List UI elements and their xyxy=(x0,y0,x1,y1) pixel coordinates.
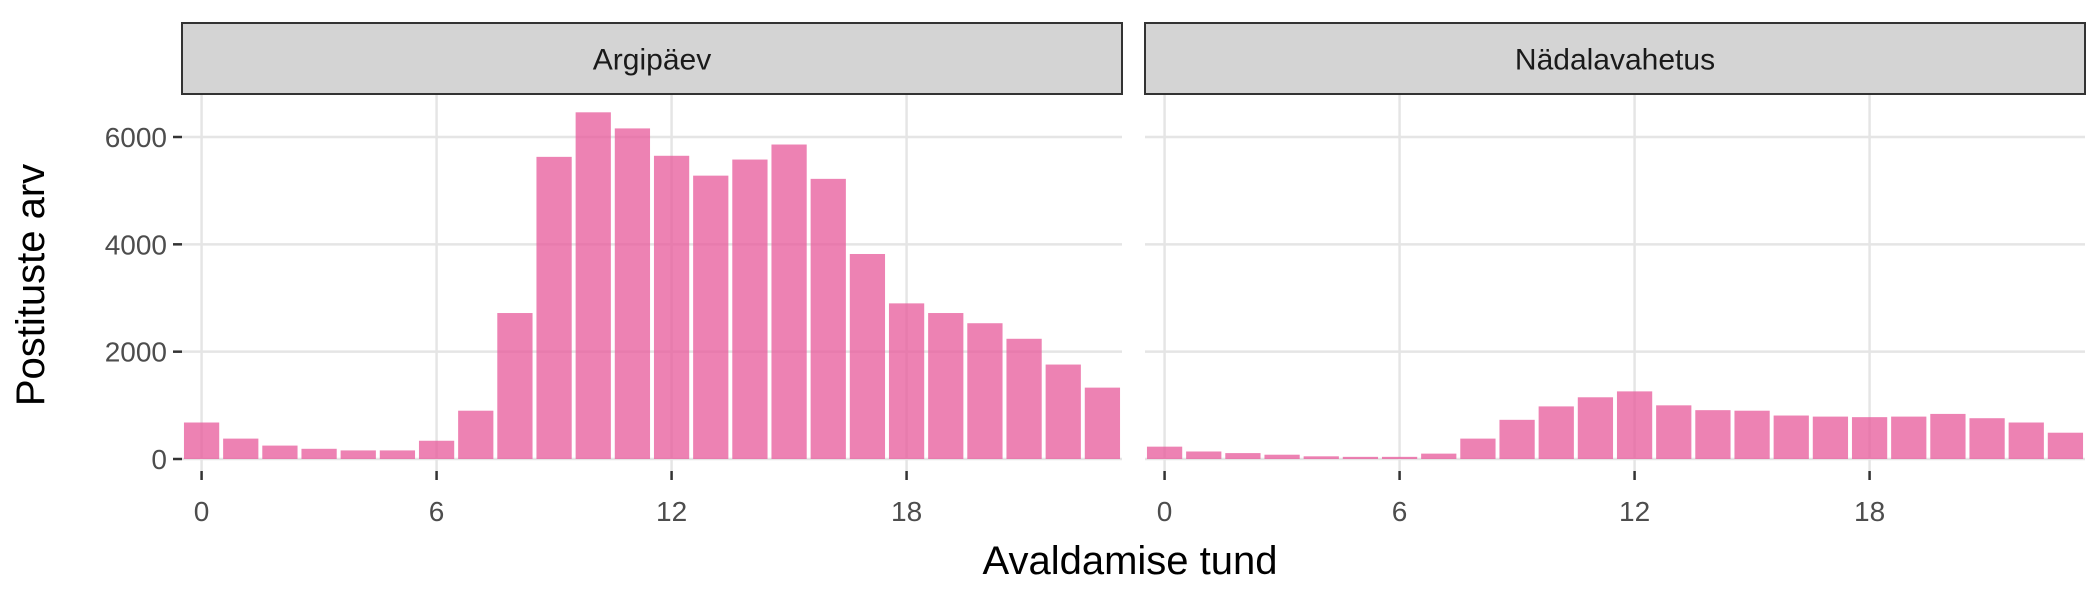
bar xyxy=(1930,413,1966,459)
bar xyxy=(888,303,925,459)
bar xyxy=(1891,416,1927,459)
y-tick-label: 4000 xyxy=(105,229,167,260)
bar xyxy=(1421,453,1457,459)
bar xyxy=(614,128,651,459)
bar xyxy=(928,313,964,459)
bar xyxy=(183,422,220,459)
bar xyxy=(1186,451,1222,459)
y-tick-label: 2000 xyxy=(105,337,167,368)
bar xyxy=(2008,422,2044,459)
bar xyxy=(2047,432,2084,459)
bar xyxy=(1264,454,1300,459)
bar xyxy=(1969,418,2005,459)
y-tick-label: 6000 xyxy=(105,122,167,153)
bar xyxy=(1695,410,1731,459)
bar xyxy=(1006,338,1042,459)
bar xyxy=(849,253,886,459)
bar xyxy=(1734,410,1770,459)
bar xyxy=(1303,456,1339,459)
bar xyxy=(967,323,1003,459)
bar xyxy=(1616,391,1653,459)
bar xyxy=(1499,419,1535,459)
bar xyxy=(771,144,807,459)
bar xyxy=(1342,456,1379,459)
bar xyxy=(379,450,416,459)
y-tick-label: 0 xyxy=(151,444,167,475)
x-tick-label: 18 xyxy=(891,496,922,527)
bar xyxy=(1084,387,1121,459)
bar xyxy=(1577,397,1614,459)
bar xyxy=(458,410,494,459)
bar xyxy=(1460,438,1496,459)
bar xyxy=(1812,416,1849,459)
bar xyxy=(1146,446,1183,459)
bar xyxy=(536,156,572,459)
bar xyxy=(1381,456,1418,459)
x-tick-label: 0 xyxy=(1157,496,1173,527)
bar xyxy=(1851,417,1888,459)
bar xyxy=(1538,406,1574,459)
x-tick-label: 12 xyxy=(656,496,687,527)
bar xyxy=(340,450,376,459)
facet-panel: Argipäev 0 6 12 18 0 2000 4000 6000 xyxy=(105,22,1123,527)
facet-strip-label: Argipäev xyxy=(593,44,711,77)
bar xyxy=(693,175,729,459)
facet-panel: Nädalavahetus 0 6 12 18 xyxy=(1144,22,2086,527)
bar xyxy=(497,313,533,459)
bar xyxy=(1225,453,1261,459)
bar xyxy=(575,112,611,460)
x-tick-label: 6 xyxy=(1392,496,1408,527)
bar xyxy=(1773,415,1809,459)
facet-strip-label: Nädalavahetus xyxy=(1515,44,1715,77)
bar xyxy=(223,438,259,459)
facet-strip xyxy=(181,22,1123,95)
bar xyxy=(262,445,298,459)
x-tick-label: 0 xyxy=(194,496,210,527)
bar xyxy=(1656,405,1692,459)
x-tick-label: 12 xyxy=(1619,496,1650,527)
bar xyxy=(301,448,337,459)
x-tick-label: 18 xyxy=(1854,496,1885,527)
x-tick-label: 6 xyxy=(429,496,445,527)
facet-strip xyxy=(1144,22,2086,95)
bar xyxy=(418,440,455,459)
x-axis-title: Avaldamise tund xyxy=(983,539,1278,583)
bar xyxy=(810,178,846,460)
bar xyxy=(732,159,768,460)
bar xyxy=(653,155,690,460)
y-axis-title: Postituste arv xyxy=(9,164,53,406)
bar xyxy=(1045,364,1081,459)
